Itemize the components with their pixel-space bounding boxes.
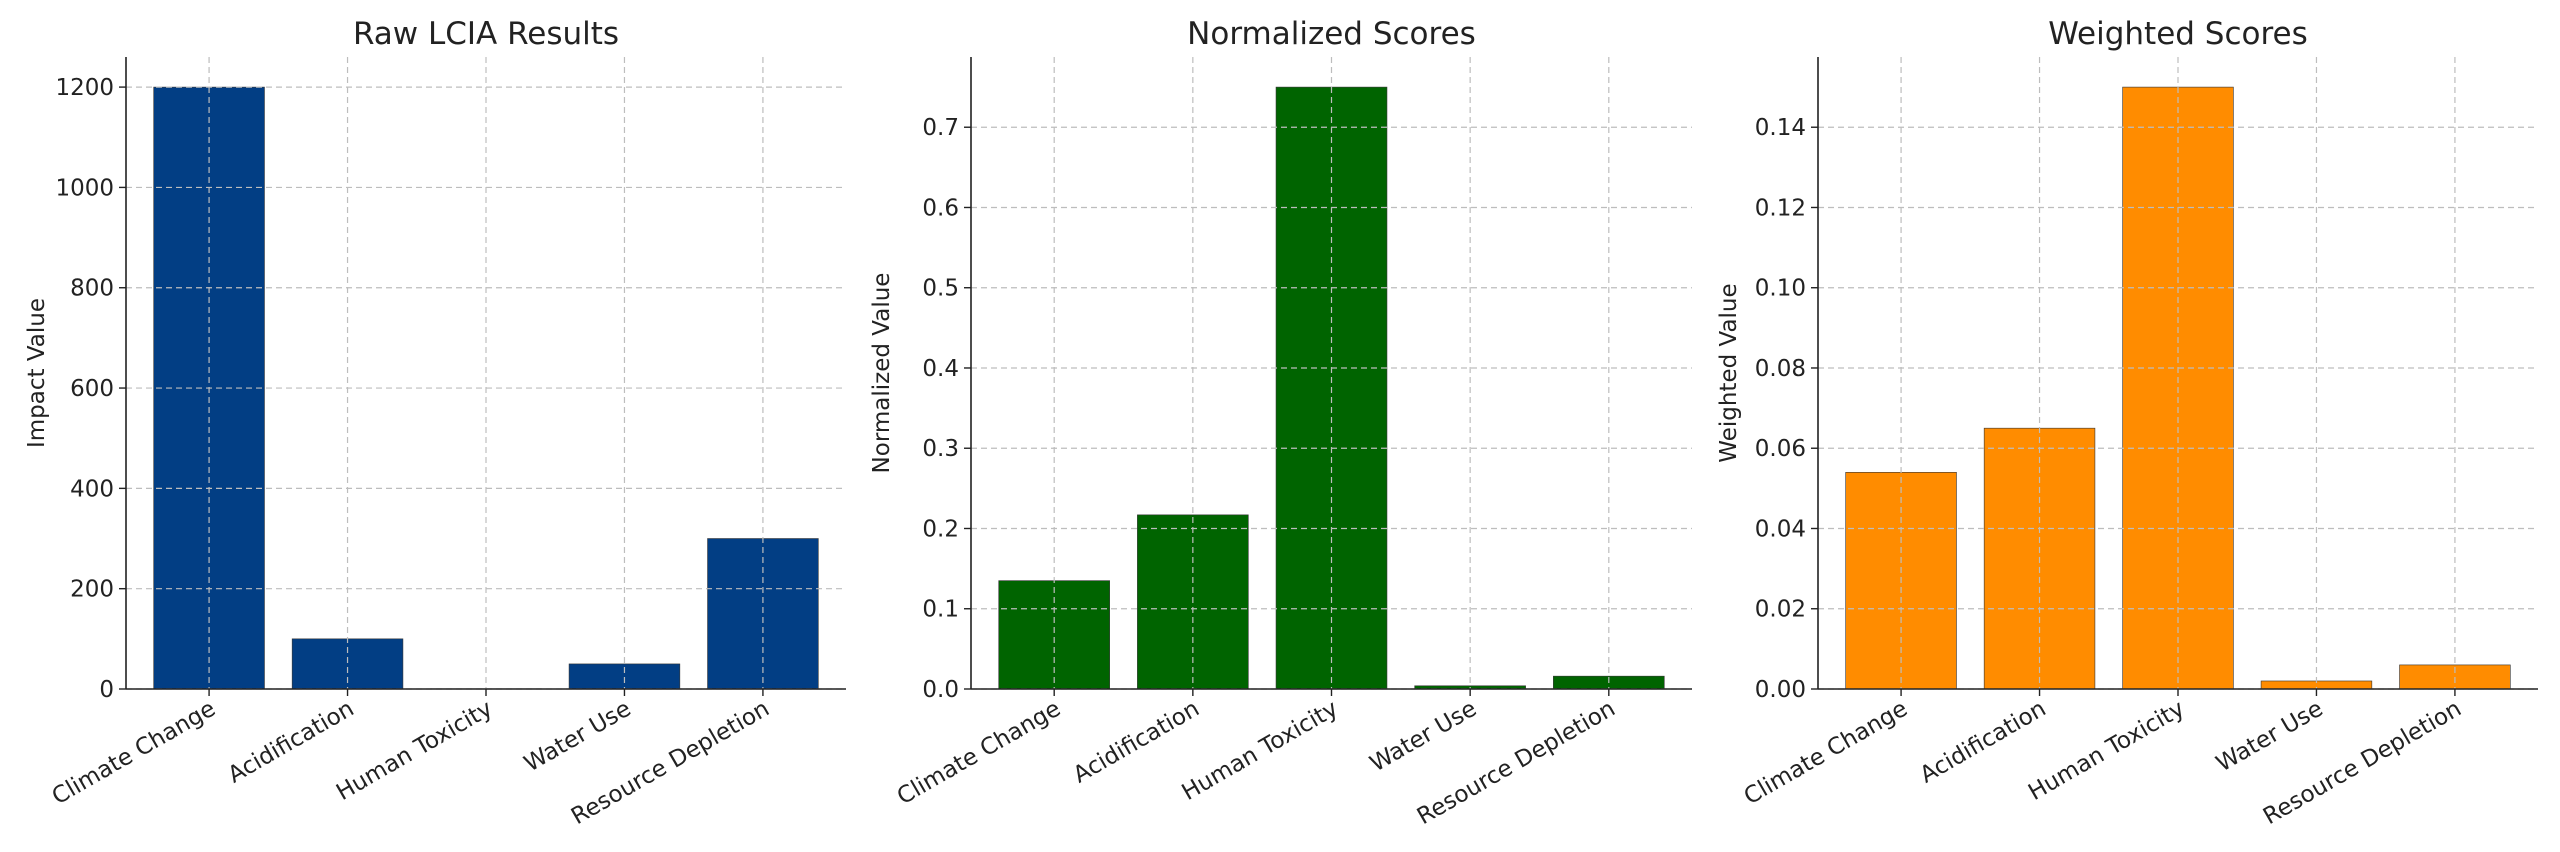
- x-tick-label-human-toxicity: Human Toxicity: [332, 696, 497, 806]
- bar-resource-depletion: [707, 538, 819, 690]
- x-tick-label-human-toxicity: Human Toxicity: [2024, 696, 2189, 806]
- chart-panel-normalized: 0.0 0.1 0.2 0.3 0.4 0.5 0.6 0.7 Climate Change Ac…: [869, 16, 1692, 830]
- x-tick-label-acidification: Acidification: [1069, 696, 1204, 789]
- y-tick-label: 600: [70, 376, 114, 402]
- y-tick-label: 1000: [55, 175, 114, 201]
- y-tick-label: 0.08: [1755, 356, 1806, 382]
- y-tick-label: 0.04: [1755, 516, 1806, 542]
- y-tick-label: 800: [70, 276, 114, 302]
- x-tick-label-climate-change: Climate Change: [1740, 696, 1912, 810]
- y-tick-label: 0.6: [922, 195, 959, 221]
- y-tick-label: 0.4: [922, 356, 959, 382]
- y-tick-label: 200: [70, 577, 114, 603]
- y-axis-label: Normalized Value: [869, 273, 895, 474]
- y-tick-label: 0.3: [922, 436, 959, 462]
- x-tick-label-human-toxicity: Human Toxicity: [1178, 696, 1343, 806]
- x-tick-label-climate-change: Climate Change: [893, 696, 1065, 810]
- chart-panel-weighted: 0.00 0.02 0.04 0.06 0.08 0.10 0.12 0.14 Climate …: [1716, 16, 2538, 830]
- y-axis-label: Impact Value: [24, 298, 50, 448]
- y-tick-label: 0.5: [922, 276, 959, 302]
- y-tick-label: 0.10: [1755, 276, 1806, 302]
- y-tick-label: 0.7: [922, 115, 959, 141]
- y-tick-label: 0.02: [1755, 597, 1806, 623]
- y-tick-label: 0.14: [1755, 115, 1806, 141]
- x-tick-label-water-use: Water Use: [520, 696, 635, 778]
- x-tick-label-water-use: Water Use: [1366, 696, 1481, 778]
- y-tick-label: 0.00: [1755, 677, 1806, 703]
- y-axis-label: Weighted Value: [1716, 283, 1742, 462]
- y-tick-label: 0.1: [922, 597, 959, 623]
- y-tick-label: 0: [99, 677, 114, 703]
- x-tick-label-water-use: Water Use: [2212, 696, 2327, 778]
- x-tick-label-acidification: Acidification: [224, 696, 359, 789]
- y-tick-label: 1200: [55, 75, 114, 101]
- y-tick-label: 0.0: [922, 677, 959, 703]
- chart-title: Weighted Scores: [2048, 16, 2308, 52]
- chart-title: Normalized Scores: [1187, 16, 1476, 52]
- x-tick-label-acidification: Acidification: [1916, 696, 2051, 789]
- chart-title: Raw LCIA Results: [353, 16, 619, 52]
- y-tick-label: 0.06: [1755, 436, 1806, 462]
- chart-panel-raw-lcia: 0 200 400 600 800 1000 1200 Climate Change Acidi…: [24, 16, 846, 830]
- x-tick-label-climate-change: Climate Change: [48, 696, 220, 810]
- y-tick-label: 0.12: [1755, 195, 1806, 221]
- y-tick-label: 400: [70, 476, 114, 502]
- y-tick-label: 0.2: [922, 516, 959, 542]
